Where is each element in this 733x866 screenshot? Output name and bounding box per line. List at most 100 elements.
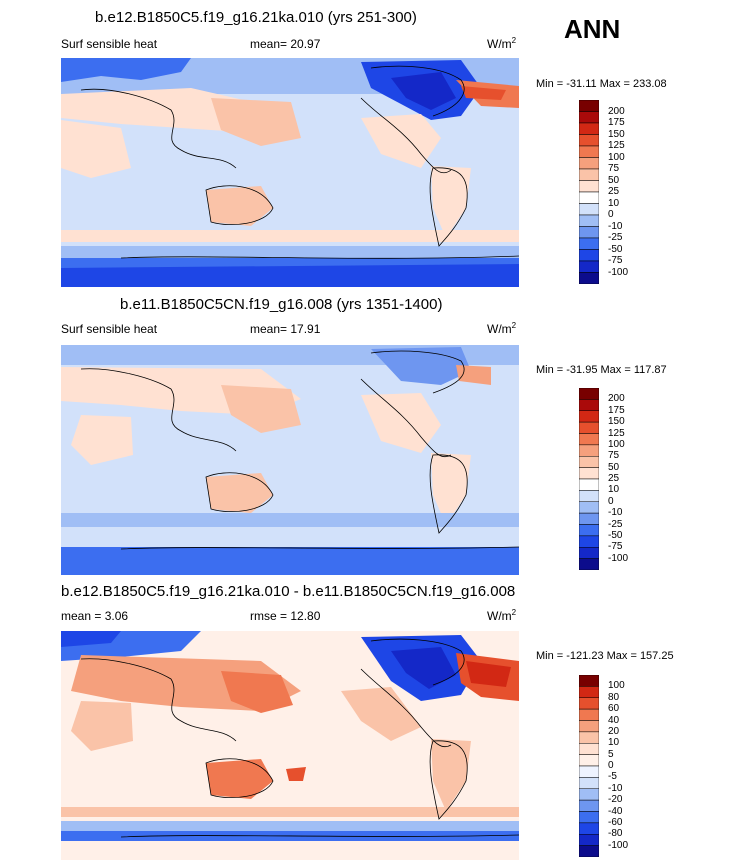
colorbar-tick-label: -100 [608,266,629,278]
panel-1-map [61,58,519,287]
panel-3-map-plot [61,631,519,860]
colorbar-tick-label: -10 [608,507,623,519]
colorbar-swatch [579,765,599,778]
colorbar-tick-label: 175 [608,404,625,416]
colorbar-swatch [579,444,599,457]
colorbar-tick-label: 125 [608,140,625,151]
colorbar-swatch [579,811,599,824]
season-label: ANN [564,14,621,44]
colorbar-swatch [579,226,599,239]
colorbar-tick-label: -25 [608,232,623,243]
colorbar-swatch [579,180,599,193]
panel-3-units-label: W/m2 [487,608,517,624]
colorbar-swatch [579,512,599,525]
colorbar-tick-label: 150 [608,416,625,428]
colorbar-swatch [579,100,599,112]
panel-3-rmse-label: rmse = 12.80 [250,609,321,623]
colorbar-tick-label: 80 [608,691,620,703]
colorbar-swatch [579,558,599,570]
colorbar-tick-label: -80 [608,828,623,840]
colorbar-tick-label: 10 [608,737,620,749]
panel-3-title: b.e12.B1850C5.f19_g16.21ka.010 - b.e11.B… [61,583,516,600]
colorbar-swatch [579,490,599,502]
colorbar-swatch [579,799,599,812]
colorbar-tick-label: -25 [608,518,623,530]
colorbar-tick-label: 75 [608,163,620,174]
colorbar-swatch [579,697,599,710]
colorbar-tick-label: 0 [608,209,614,220]
colorbar-swatch [579,467,599,480]
panel-3-colorbar [579,675,599,857]
colorbar-tick-label: -5 [608,771,617,783]
colorbar-swatch [579,834,599,846]
panel-2-units-label: W/m2 [487,321,517,337]
colorbar-swatch [579,421,599,434]
colorbar-swatch [579,720,599,733]
colorbar-tick-label: -100 [608,839,629,851]
panel-2-map [61,345,519,575]
colorbar-swatch [579,145,599,158]
panel-2-title: b.e11.B1850C5CN.f19_g16.008 (yrs 1351-14… [120,296,443,313]
colorbar-tick-label: 0 [608,495,614,507]
colorbar-swatch [579,501,599,514]
colorbar-tick-label: -40 [608,805,623,817]
colorbar-tick-label: 25 [608,473,620,484]
colorbar-tick-label: -20 [608,794,623,806]
panel-1-title: b.e12.B1850C5.f19_g16.21ka.010 (yrs 251-… [95,9,417,26]
colorbar-tick-label: 20 [608,725,620,737]
colorbar-tick-label: 100 [608,438,625,450]
colorbar-tick-label: -100 [608,552,629,564]
colorbar-tick-label: -50 [608,243,623,255]
colorbar-tick-label: -10 [608,782,623,794]
colorbar-tick-label: -10 [608,220,623,232]
colorbar-tick-label: 150 [608,128,625,140]
colorbar-tick-label: -60 [608,816,623,828]
panel-1-map-plot [61,58,519,287]
colorbar-swatch [579,237,599,250]
colorbar-tick-label: 75 [608,450,620,462]
colorbar-swatch [579,134,599,147]
colorbar-swatch [579,456,599,468]
colorbar-swatch [579,777,599,789]
colorbar-tick-label: -75 [608,255,623,266]
colorbar-tick-label: 25 [608,186,620,197]
colorbar-swatch [579,754,599,767]
colorbar-tick-label: 125 [608,427,625,439]
colorbar-swatch [579,708,599,721]
colorbar-swatch [579,686,599,698]
colorbar-swatch [579,214,599,227]
colorbar-swatch [579,547,599,559]
colorbar-tick-label: 50 [608,461,620,473]
colorbar-tick-label: -50 [608,529,623,541]
panel-2-map-plot [61,345,519,575]
colorbar-swatch [579,535,599,548]
colorbar-swatch [579,191,599,204]
colorbar-tick-label: 10 [608,484,620,496]
colorbar-swatch [579,399,599,411]
panel-3-mean-label: mean = 3.06 [61,609,129,623]
colorbar-tick-label: 200 [608,393,625,405]
panel-3-map [61,631,519,860]
colorbar-swatch [579,675,599,687]
colorbar-tick-label: 5 [608,748,614,760]
colorbar-swatch [579,388,599,400]
colorbar-tick-label: 50 [608,174,620,186]
colorbar-swatch [579,203,599,216]
colorbar-swatch [579,822,599,835]
colorbar-swatch [579,410,599,423]
colorbar-swatch [579,157,599,170]
panel-1-units-label: W/m2 [487,36,517,52]
colorbar-swatch [579,845,599,857]
colorbar-tick-label: 100 [608,680,625,692]
panel-3-minmax-label: Min = -121.23 Max = 157.25 [536,650,674,662]
panel-3-colorbar-svg [579,675,599,857]
colorbar-swatch [579,731,599,744]
panel-1-minmax-label: Min = -31.11 Max = 233.08 [536,78,667,90]
panel-2-colorbar [579,388,599,570]
panel-1-colorbar [579,100,599,284]
panel-1-mean-label: mean= 20.97 [250,37,321,51]
colorbar-swatch [579,272,599,284]
panel-1-colorbar-svg [579,100,599,284]
panel-2-colorbar-svg [579,388,599,570]
panel-2-variable-label: Surf sensible heat [61,322,158,336]
